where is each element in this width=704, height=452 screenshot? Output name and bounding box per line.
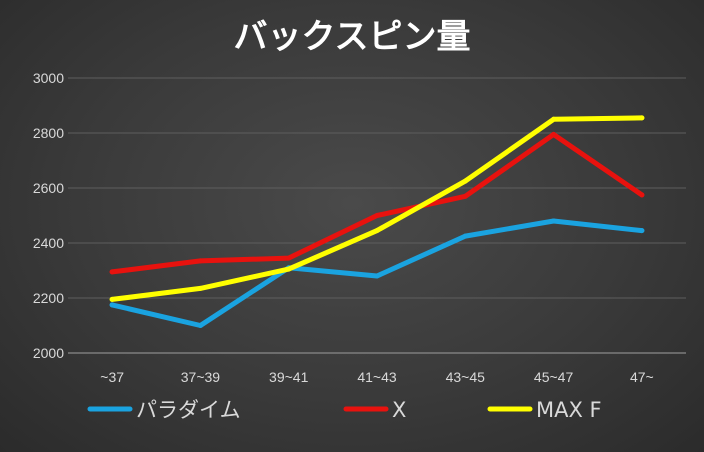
data-point — [551, 218, 557, 224]
data-point — [197, 323, 203, 328]
data-point — [551, 116, 557, 122]
legend-label: MAX F — [536, 398, 602, 422]
y-tick-label: 2400 — [33, 235, 64, 251]
data-point — [639, 228, 645, 234]
legend-label: パラダイム — [136, 398, 241, 422]
data-point — [462, 193, 468, 199]
data-point — [551, 131, 557, 137]
y-tick-label: 2200 — [33, 290, 64, 306]
x-tick-label: ~37 — [100, 369, 124, 385]
legend-label: X — [392, 398, 406, 422]
data-point — [197, 258, 203, 264]
x-tick-label: 45~47 — [534, 369, 574, 385]
data-point — [286, 255, 292, 261]
y-axis-ticks: 2000 2200 2400 2600 2800 3000 — [33, 70, 64, 361]
data-point — [462, 178, 468, 184]
data-point — [639, 115, 645, 121]
y-tick-label: 3000 — [33, 70, 64, 86]
data-point — [286, 266, 292, 272]
series-lines — [109, 115, 645, 328]
y-tick-label: 2600 — [33, 180, 64, 196]
data-point — [462, 233, 468, 239]
data-point — [109, 296, 115, 302]
data-point — [374, 228, 380, 234]
x-tick-label: 37~39 — [181, 369, 221, 385]
data-point — [109, 302, 115, 308]
gridlines — [68, 77, 686, 354]
x-tick-label: 47~ — [630, 369, 654, 385]
legend: パラダイム X MAX F — [87, 398, 602, 422]
chart-title: バックスピン量 — [234, 17, 471, 57]
data-point — [639, 192, 645, 198]
x-tick-label: 39~41 — [269, 369, 309, 385]
data-point — [109, 269, 115, 275]
x-axis-ticks: ~37 37~39 39~41 41~43 43~45 45~47 47~ — [100, 369, 653, 385]
y-tick-label: 2000 — [33, 345, 64, 361]
data-point — [197, 285, 203, 291]
series-line-1 — [109, 131, 645, 275]
data-point — [374, 273, 380, 279]
series-line-2 — [109, 115, 645, 302]
x-tick-label: 41~43 — [357, 369, 397, 385]
x-tick-label: 43~45 — [446, 369, 486, 385]
data-point — [374, 213, 380, 218]
y-tick-label: 2800 — [33, 125, 64, 141]
series-line-0 — [109, 218, 645, 328]
